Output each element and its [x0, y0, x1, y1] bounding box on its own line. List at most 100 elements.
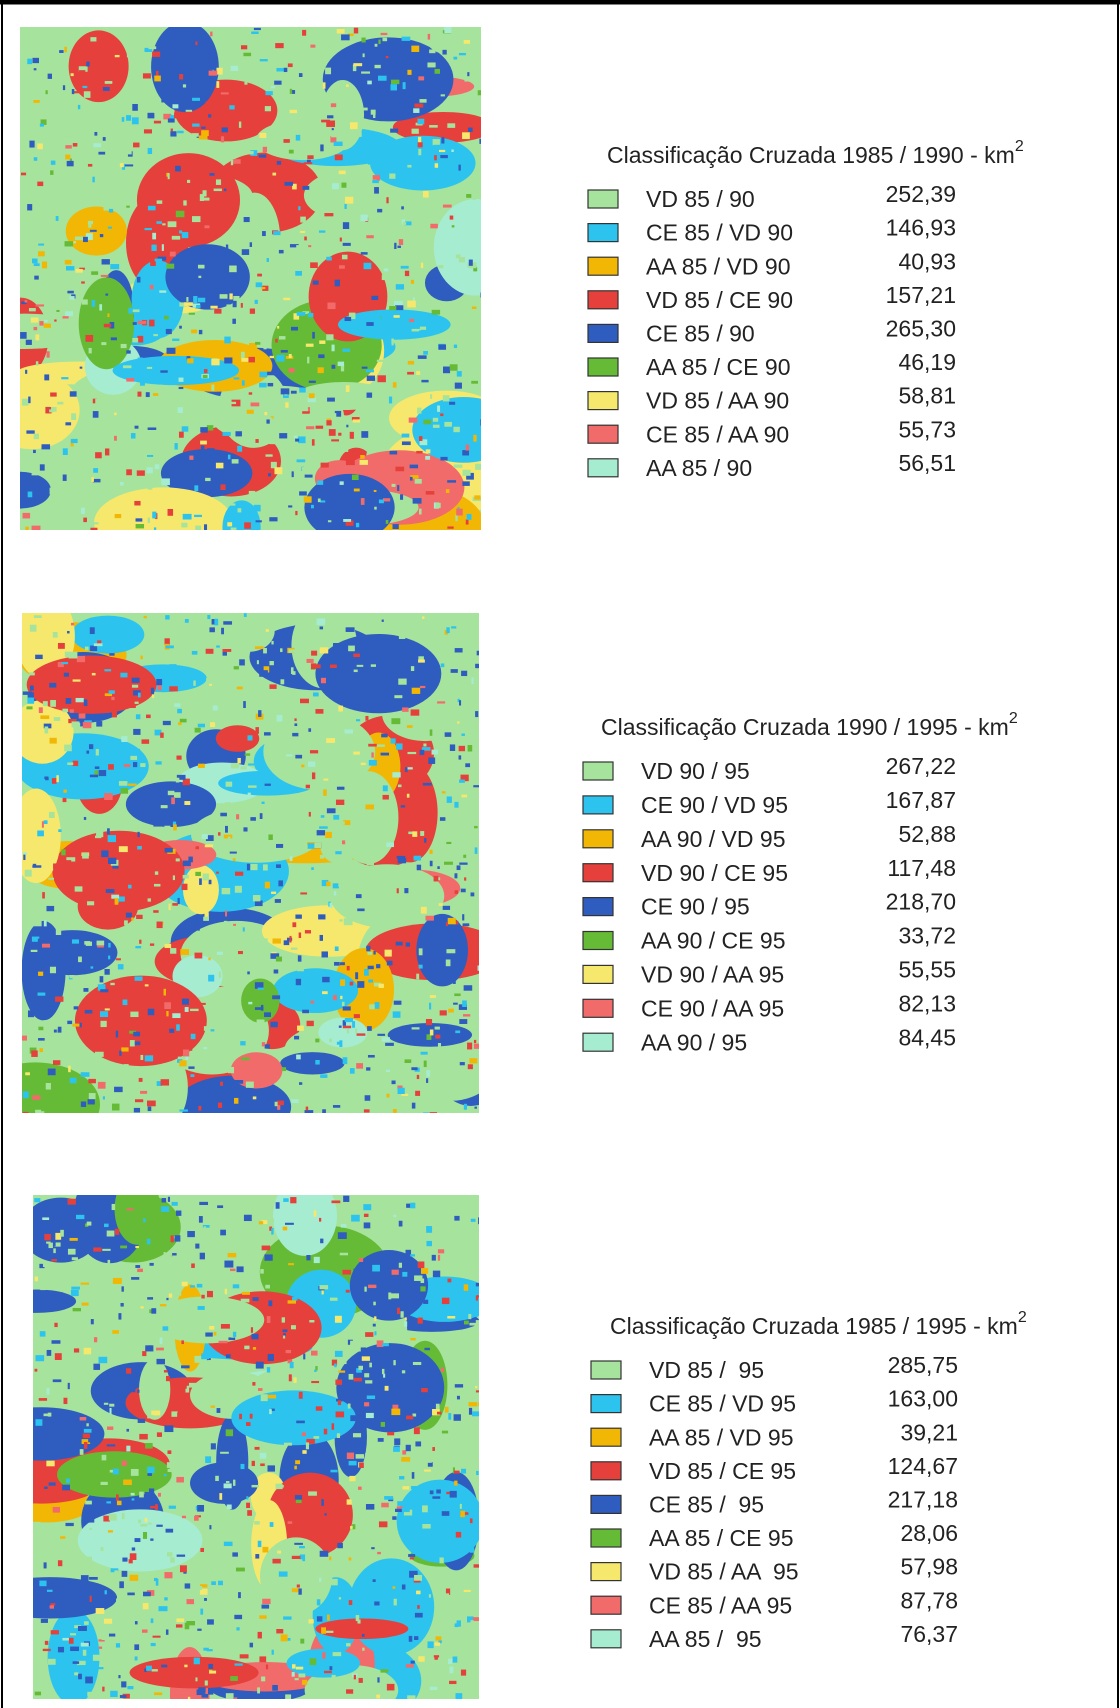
map-pixel: [148, 1345, 152, 1348]
map-pixel: [113, 1469, 119, 1475]
map-pixel: [338, 1232, 347, 1239]
map-pixel: [480, 371, 484, 377]
map-pixel: [347, 1499, 352, 1504]
map-pixel: [247, 151, 254, 154]
map-pixel: [242, 1292, 250, 1295]
map-pixel: [354, 1609, 357, 1615]
map-pixel: [329, 903, 332, 908]
legend-title: Classificação Cruzada 1985 / 1990 - km2: [607, 138, 1024, 168]
map-pixel: [368, 966, 374, 969]
map-pixel: [133, 762, 137, 767]
map-pixel: [408, 361, 414, 365]
map-pixel: [419, 509, 422, 515]
map-pixel: [120, 673, 127, 678]
map-pixel: [446, 949, 455, 953]
map-pixel: [374, 387, 379, 389]
map-pixel: [463, 923, 470, 926]
map-pixel: [134, 1108, 140, 1113]
map-pixel: [267, 1367, 270, 1372]
map-pixel: [329, 1557, 331, 1561]
map-pixel: [305, 930, 311, 933]
map-pixel: [469, 1402, 478, 1406]
map-pixel: [314, 1370, 316, 1372]
map-pixel: [140, 1524, 147, 1527]
map-pixel: [296, 245, 300, 250]
map-pixel: [166, 329, 172, 334]
map-pixel: [90, 439, 95, 445]
map-pixel: [57, 402, 63, 405]
map-pixel: [226, 304, 233, 307]
map-pixel: [108, 764, 114, 770]
map-pixel: [209, 71, 218, 76]
map-pixel: [65, 311, 73, 316]
map-pixel: [308, 245, 311, 247]
map-pixel: [239, 659, 245, 665]
map-pixel: [350, 982, 353, 986]
map-pixel: [319, 1578, 321, 1582]
map-pixel: [406, 1445, 411, 1451]
map-pixel: [104, 669, 111, 671]
map-pixel: [399, 634, 405, 639]
map-pixel: [123, 1065, 126, 1071]
map-pixel: [278, 1027, 281, 1034]
map-pixel: [84, 1429, 92, 1433]
map-pixel: [398, 53, 403, 58]
map-pixel: [84, 1348, 91, 1355]
map-pixel: [148, 280, 154, 284]
map-pixel: [468, 1314, 471, 1319]
map-pixel: [116, 815, 118, 819]
map-pixel: [51, 161, 56, 165]
map-pixel: [475, 711, 478, 717]
map-pixel: [109, 690, 115, 694]
map-pixel: [371, 664, 376, 667]
map-pixel: [394, 243, 396, 249]
map-pixel: [402, 37, 411, 41]
map-pixel: [169, 784, 172, 788]
map-pixel: [371, 1547, 374, 1549]
map-pixel: [136, 518, 143, 521]
map-pixel: [357, 1033, 366, 1035]
map-pixel: [80, 1023, 82, 1028]
map-pixel: [267, 1316, 271, 1323]
map-pixel: [265, 91, 272, 95]
map-pixel: [175, 1235, 181, 1241]
map-pixel: [326, 420, 331, 425]
map-pixel: [111, 697, 114, 700]
map-pixel: [105, 1008, 110, 1010]
map-pixel: [37, 830, 44, 836]
map-pixel: [32, 937, 38, 942]
map-pixel: [477, 1029, 485, 1034]
map-pixel: [92, 673, 96, 675]
map-pixel: [464, 78, 472, 82]
map-pixel: [176, 1211, 181, 1216]
map-pixel: [35, 334, 39, 340]
map-pixel: [156, 71, 159, 76]
map-pixel: [53, 1379, 62, 1382]
map-pixel: [277, 1105, 280, 1110]
map-pixel: [423, 743, 426, 746]
map-pixel: [345, 729, 354, 733]
map-pixel: [343, 1196, 349, 1202]
map-pixel: [338, 1400, 341, 1405]
map-pixel: [260, 1269, 264, 1274]
map-pixel: [481, 527, 484, 531]
map-pixel: [237, 1266, 244, 1272]
map-pixel: [325, 1502, 333, 1505]
map-pixel: [170, 1256, 177, 1262]
map-pixel: [315, 495, 317, 497]
map-pixel: [405, 271, 409, 276]
map-pixel: [394, 1599, 397, 1606]
map-pixel: [308, 313, 314, 317]
map-pixel: [338, 1358, 346, 1364]
map-pixel: [471, 677, 473, 684]
map-pixel: [104, 324, 111, 327]
map-pixel: [205, 1507, 212, 1513]
map-pixel: [151, 245, 156, 251]
map-pixel: [198, 298, 205, 303]
map-pixel: [209, 880, 212, 885]
map-pixel: [443, 205, 452, 208]
map-pixel: [439, 150, 445, 152]
legend-label: VD 85 / CE 90: [646, 287, 793, 313]
map-pixel: [266, 629, 269, 632]
map-pixel: [28, 492, 33, 498]
